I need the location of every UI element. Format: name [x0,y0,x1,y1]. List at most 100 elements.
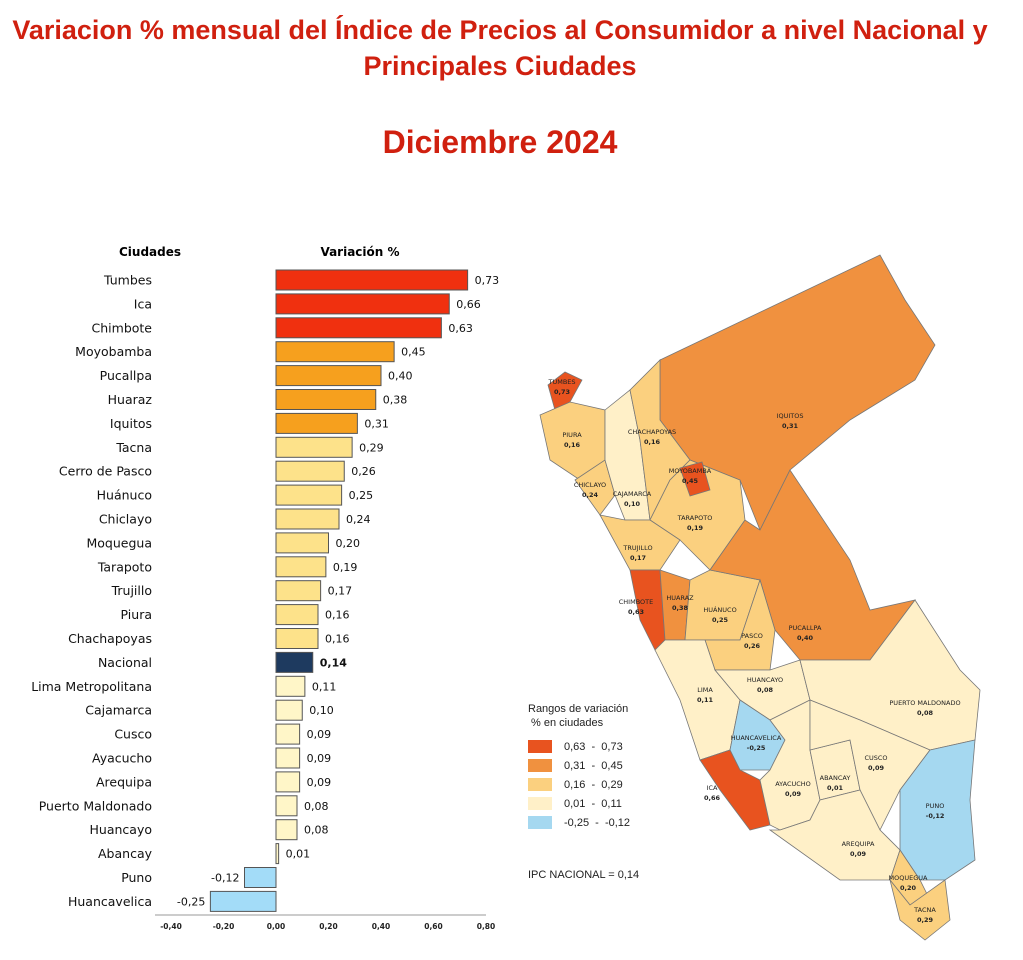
value-label: 0,08 [304,800,329,813]
map-city-value: -0,25 [747,744,766,752]
value-label: 0,73 [475,274,500,287]
region-huaraz [659,569,691,641]
map-city-label: TRUJILLO [622,544,652,552]
value-label: 0,26 [351,465,376,478]
bar [275,484,343,506]
bar [275,747,301,769]
map-city-label: MOQUEGUA [889,874,928,882]
category-label: Moyobamba [75,344,152,359]
bar [275,771,301,793]
region-huanuco [684,569,761,641]
legend-label: 0,63 - 0,73 [564,740,623,753]
bar [275,675,306,697]
map-city-label: MOYOBAMBA [669,467,712,475]
map-city-label: TUMBES [547,378,575,386]
map-city-label: CAJAMARCA [613,490,652,498]
category-label: Puno [121,870,152,885]
category-label: Trujillo [111,583,152,598]
category-label: Cajamarca [85,703,152,718]
value-label: 0,38 [383,394,408,407]
bar [275,556,327,578]
value-label: 0,24 [346,513,371,526]
chart-period: Diciembre 2024 [382,124,618,160]
legend-subtitle: % en ciudades [531,717,604,729]
x-tick-label: -0,20 [213,922,235,931]
map-city-label: TACNA [913,906,936,914]
bar [275,532,329,554]
bar [275,604,319,626]
map-city-label: PUERTO MALDONADO [889,699,960,707]
value-label: 0,40 [388,370,413,383]
x-tick-label: 0,80 [477,922,496,931]
category-label: Tumbes [103,273,152,288]
value-label: -0,25 [177,895,205,908]
bar [275,389,377,410]
value-label: 0,01 [286,848,311,861]
map-city-label: LIMA [697,686,713,694]
region-chiclayo [574,459,616,516]
category-label: Huancavelica [68,894,152,909]
bar [209,890,277,912]
x-tick-label: 0,60 [424,922,443,931]
value-label: 0,17 [328,585,353,598]
map-city-value: 0,08 [917,709,934,717]
map-city-value: 0,66 [704,794,721,802]
bar [244,867,277,888]
region-ica [699,749,771,831]
map-city-label: HUANCAVELICA [731,734,782,742]
map-city-label: TARAPOTO [677,514,713,522]
map-city-label: CHICLAYO [574,481,606,489]
bar [275,436,353,458]
map-city-value: 0,10 [624,500,641,508]
category-label: Lima Metropolitana [31,679,152,694]
region-cajamarca [604,389,651,521]
value-label: 0,10 [309,704,334,717]
bar [275,460,345,482]
legend-label: 0,01 - 0,11 [564,797,622,810]
region-arequipa [768,789,901,881]
bar [275,795,298,817]
value-label: 0,09 [307,728,332,741]
category-label: Abancay [98,846,153,861]
region-ayacucho [759,699,821,831]
region-huancavelica [729,699,786,771]
region-puno [899,739,976,881]
value-label: 0,16 [325,633,350,646]
category-label: Huaraz [108,392,153,407]
value-header: Variación % [320,245,399,259]
map-city-label: AYACUCHO [775,780,811,788]
map-city-value: 0,09 [785,790,802,798]
map-city-value: 0,20 [900,884,917,892]
map-city-label: PUCALLPA [789,624,822,632]
region-pucallpa [709,469,916,661]
region-tacna [889,879,951,941]
category-label: Piura [121,607,152,622]
map-city-label: PIURA [562,431,582,439]
map-city-value: 0,17 [630,554,646,562]
map-city-label: PUNO [926,802,945,810]
legend-item: -0,25 - -0,12 [528,816,630,829]
bar [275,317,442,339]
map-city-value: 0,16 [564,441,581,449]
region-chachapoyas [629,359,691,522]
value-label: 0,09 [307,752,332,765]
legend-swatch [528,797,552,810]
map-city-label: HUANCAYO [747,676,783,684]
map-city-value: 0,11 [697,696,714,704]
bar [275,723,301,745]
region-huancayo [714,659,811,721]
category-label: Nacional [98,655,152,670]
legend-label: 0,16 - 0,29 [564,778,623,791]
legend-swatch [528,759,552,772]
map-city-label: CHIMBOTE [619,598,654,606]
bar [275,628,319,649]
map-city-label: AREQUIPA [842,840,875,848]
value-label: 0,14 [320,656,347,669]
map-city-label: HUÁNUCO [703,605,736,614]
map-city-value: 0,09 [850,850,867,858]
region-cusco [809,699,931,831]
category-label: Arequipa [96,774,152,789]
legend-item: 0,01 - 0,11 [528,797,622,810]
map-city-value: 0,63 [628,608,644,616]
map-city-value: 0,19 [687,524,704,532]
